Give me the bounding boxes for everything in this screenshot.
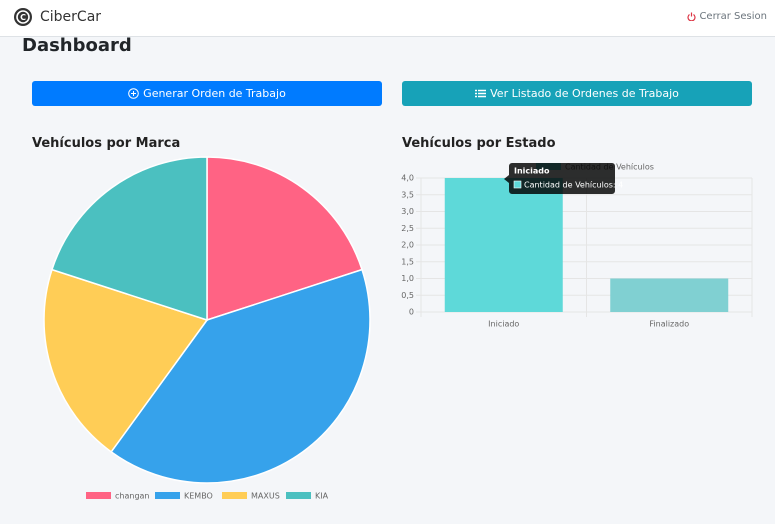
- tooltip-box: [504, 163, 615, 194]
- button-text[interactable]: Ver Listado de Ordenes de Trabajo: [490, 87, 679, 100]
- list-orders-button[interactable]: Ver Listado de Ordenes de Trabajo: [402, 81, 752, 106]
- legend-label: MAXUS: [251, 492, 280, 501]
- x-tick-label: Iniciado: [488, 320, 519, 329]
- y-tick-label: 1,5: [401, 257, 414, 266]
- logout-text[interactable]: Cerrar Sesion: [699, 11, 767, 22]
- list-icon: [475, 89, 487, 98]
- legend-label: changan: [115, 492, 150, 501]
- pie-slice: [51, 156, 208, 322]
- y-tick-label: 3,0: [401, 207, 414, 216]
- tooltip-title: Iniciado: [514, 167, 550, 176]
- tooltip-swatch: [513, 180, 522, 189]
- x-tick-label: Finalizado: [649, 320, 689, 329]
- y-tick-label: 0,5: [401, 291, 414, 300]
- legend-swatch: [222, 492, 247, 499]
- legend-swatch: [286, 492, 311, 499]
- y-tick-label: 1,0: [401, 274, 414, 283]
- legend-label: KEMBO: [184, 492, 213, 501]
- button-text[interactable]: Generar Orden de Trabajo: [143, 87, 286, 100]
- bar: [444, 178, 563, 312]
- pie-slice: [43, 268, 209, 453]
- svg-text:C: C: [20, 13, 26, 22]
- navbar: C CiberCar Cerrar Sesion: [0, 0, 775, 37]
- plus-icon: [128, 88, 139, 99]
- pie-slice: [206, 156, 363, 322]
- y-tick-label: 0: [409, 308, 414, 317]
- chart-title: Vehículos por Marca: [32, 136, 181, 151]
- tooltip-body: Cantidad de Vehículos: 4: [524, 181, 623, 190]
- legend-swatch: [155, 492, 180, 499]
- legend-swatch: [86, 492, 111, 499]
- logout-link[interactable]: Cerrar Sesion: [687, 11, 767, 22]
- chart-title: Vehículos por Estado: [402, 136, 556, 151]
- new-order-button[interactable]: Generar Orden de Trabajo: [32, 81, 382, 106]
- pie-slice: [110, 268, 371, 484]
- bar: [610, 278, 729, 312]
- y-tick-label: 3,5: [401, 190, 414, 199]
- page-title: Dashboard: [22, 35, 132, 56]
- brand[interactable]: CiberCar: [40, 9, 102, 25]
- y-tick-label: 2,0: [401, 241, 414, 250]
- y-tick-label: 2,5: [401, 224, 414, 233]
- power-icon: [687, 12, 697, 21]
- y-tick-label: 4,0: [401, 174, 414, 183]
- logo: C: [14, 8, 32, 26]
- legend-label: KIA: [315, 492, 329, 501]
